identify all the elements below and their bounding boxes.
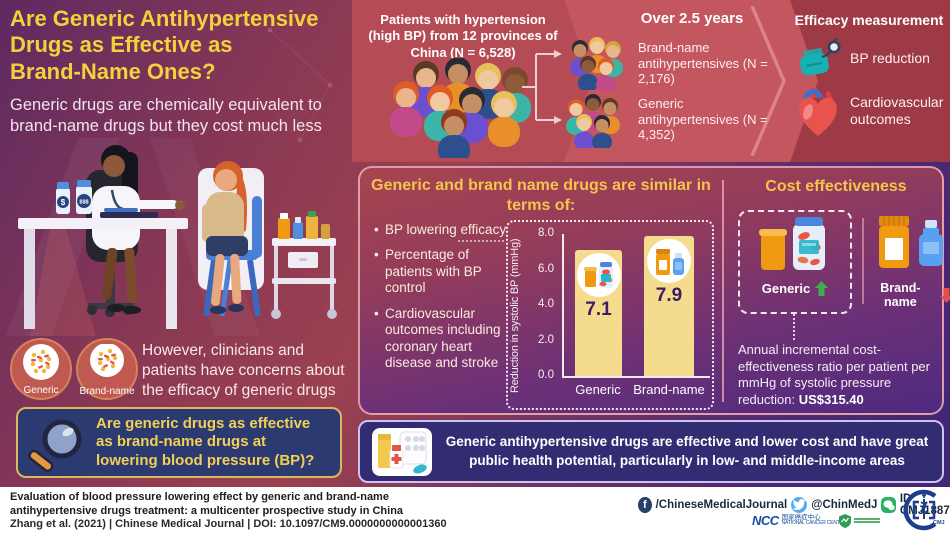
bullet-item: Cardiovascular outcomes including corona… [374,306,514,372]
cmj-journal-logo: CMJ [903,489,945,531]
cost-divider [862,218,864,304]
split-arrow-icon [522,50,562,124]
twitter-icon[interactable] [791,497,808,513]
brand-group-label: Brand-name antihypertensives (N = 2,176) [638,40,768,87]
chart-bar: 7.9 [644,236,694,376]
brand-cost-group: Brand-name [866,212,950,309]
results-panel: Generic and brand name drugs are similar… [358,166,950,415]
panel-divider [722,180,724,402]
social-handles-row: f /ChineseMedicalJournal @ChinMedJ ID CM… [638,493,950,517]
y-tick-label: 2.0 [538,333,554,346]
brand-bar-value: 7.9 [655,285,683,306]
patients-crowd-icon [390,58,531,158]
up-arrow-icon [815,281,829,296]
brand-badge-label: Brand-name [79,385,135,397]
x-axis-label-generic: Generic [575,382,621,397]
ncc-logo: NCC 国家癌症中心 NATIONAL CANCER CENTER [752,513,846,528]
brand-cost-label: Brand-name [880,281,921,309]
generic-badge-label: Generic [23,384,59,396]
generic-bar-badge [576,253,621,297]
ncc-english-name: NATIONAL CANCER CENTER [781,520,847,527]
bp-reduction-label: BP reduction [850,50,930,66]
generic-pills-icon [23,344,59,380]
svg-text:CMJ: CMJ [933,520,945,526]
brand-bar-badge [647,239,691,283]
bullet-item: Percentage of patients with BP control [374,247,514,296]
similarity-heading: Generic and brand name drugs are similar… [371,177,711,214]
brand-pills-badge: Brand-name [76,338,138,400]
dotted-leader-line [458,240,504,242]
dotted-connector-line [793,314,795,340]
chart-plot-area: 7.1 7.9 [562,234,710,378]
svg-text:$$$: $$$ [79,200,88,206]
brand-pills-icon [90,344,124,377]
cardiovascular-outcomes-label: Cardiovascular outcomes [850,94,944,127]
svg-text:$: $ [61,198,66,207]
footer: Evaluation of blood pressure lowering ef… [0,487,950,534]
emblem-text-bars [854,516,880,525]
facebook-handle[interactable]: /ChineseMedicalJournal [655,499,788,511]
green-emblem-logo [838,513,880,528]
magnifier-icon [28,419,82,473]
heart-icon [799,88,837,136]
consultation-illustration: $ $$$ [6,138,337,336]
x-axis-label-brand: Brand-name [633,382,705,397]
brand-cost-bottles-icon [879,216,943,268]
research-question-text: Are generic drugs as effective as brand-… [96,415,315,469]
generic-bottles-icon [583,262,613,288]
citation-title: Evaluation of blood pressure lowering ef… [10,491,404,517]
brand-group-crowd-icon [570,37,623,90]
cost-note: Annual incremental cost-effectiveness ra… [738,342,950,409]
section-chevron-outline [750,6,786,156]
y-axis-ticks: 0.0 2.0 4.0 6.0 8.0 [522,227,558,381]
page-subtitle: Generic drugs are chemically equivalent … [10,96,322,135]
cost-effectiveness-heading: Cost effectiveness [765,178,907,195]
generic-cost-box: Generic [738,210,852,314]
generic-group-crowd-icon [566,94,620,148]
brand-bottles-icon [656,249,684,275]
ncc-chinese-name: 国家癌症中心 [781,514,821,522]
concern-text: However, clinicians and patients have co… [142,342,345,399]
duration-text: Over 2.5 years [640,10,744,27]
down-arrow-icon [939,287,950,303]
generic-pills-badge: Generic [10,338,72,400]
chart-bar: 7.1 [575,250,622,376]
twitter-handle[interactable]: @ChinMedJ [811,499,878,511]
ncc-abbr: NCC [752,513,779,528]
efficacy-measurement-title: Efficacy measurement [794,12,944,28]
bullet-item: BP lowering efficacy [374,222,514,239]
generic-bar-value: 7.1 [585,299,612,320]
y-tick-label: 0.0 [538,369,554,381]
citation-meta: Zhang et al. (2021) | Chinese Medical Jo… [10,518,447,530]
similarity-bullet-list: BP lowering efficacy Percentage of patie… [374,222,514,381]
cost-note-value: US$315.40 [798,391,864,407]
wechat-icon[interactable] [881,497,896,513]
study-design-band: Patients with hypertension (high BP) fro… [352,0,950,162]
cost-note-text: Annual incremental cost-effectiveness ra… [738,342,930,407]
bp-cuff-icon [799,38,841,76]
green-shield-icon [839,514,851,528]
facebook-icon[interactable]: f [638,497,652,513]
y-tick-label: 4.0 [538,298,554,310]
generic-group-label: Generic antihypertensives (N = 4,352) [638,96,768,143]
research-question-box: Are generic drugs as effective as brand-… [16,407,342,478]
first-aid-icon [372,428,432,476]
generic-cost-bottles-icon [759,217,825,270]
page-title: Are Generic Antihypertensive Drugs as Ef… [10,6,319,84]
conclusion-banner: Generic antihypertensive drugs are effec… [358,420,944,483]
social-links: f /ChineseMedicalJournal @ChinMedJ ID CM… [638,487,950,534]
patients-cohort-text: Patients with hypertension (high BP) fro… [368,12,558,60]
y-tick-label: 8.0 [538,227,554,239]
y-tick-label: 6.0 [538,262,554,275]
conclusion-text: Generic antihypertensive drugs are effec… [445,434,929,468]
generic-cost-label: Generic [761,281,811,296]
bp-reduction-chart: Reduction in systolic BP (mmHg) 0.0 2.0 4.… [506,220,714,410]
